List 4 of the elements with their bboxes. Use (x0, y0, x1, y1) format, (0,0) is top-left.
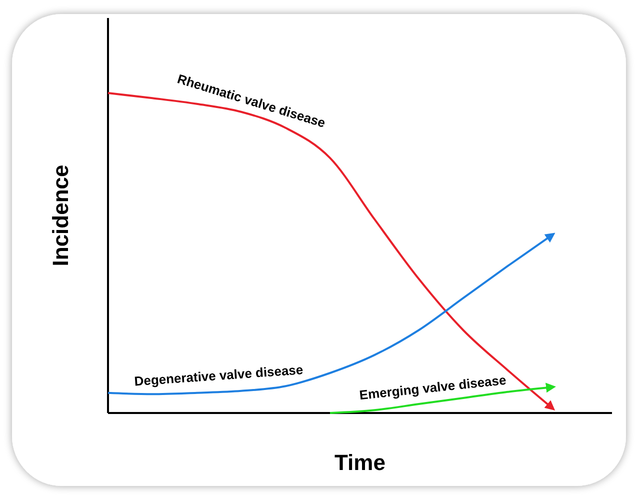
x-axis-title: Time (334, 450, 386, 475)
series-label: Degenerative valve disease (134, 362, 304, 389)
y-axis-title: Incidence (48, 164, 73, 266)
text: Emerging valve disease (358, 372, 507, 403)
